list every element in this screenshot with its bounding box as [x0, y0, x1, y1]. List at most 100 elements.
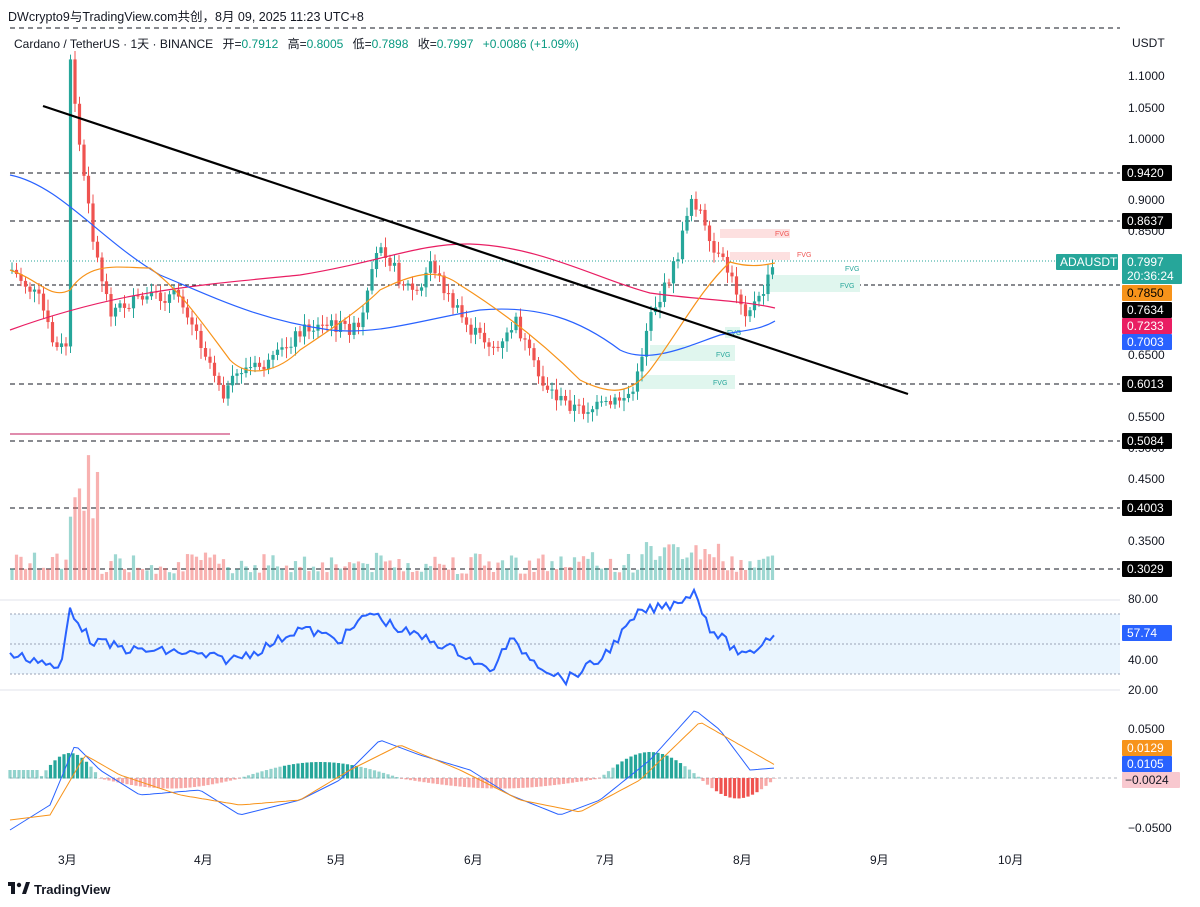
volume-bar	[95, 471, 100, 580]
chart-attribution: DWcrypto9与TradingView.com共创，8月 09, 2025 …	[8, 10, 364, 24]
macd-hist-bar	[755, 778, 759, 793]
candle	[478, 327, 482, 333]
volume-bar	[239, 560, 244, 580]
macd-hist-bar	[444, 778, 449, 786]
candle	[64, 343, 68, 347]
volume-bar	[685, 557, 689, 580]
volume-bar	[748, 561, 752, 580]
macd-hist-bar	[660, 753, 665, 779]
candle	[640, 356, 644, 372]
candle	[181, 296, 185, 308]
macd-hist-bar	[584, 778, 588, 781]
tag-bg	[1122, 561, 1172, 577]
fvg-label: FVG	[797, 252, 811, 259]
macd-hist-bar	[255, 772, 260, 779]
candle	[712, 241, 716, 253]
rsi-line[interactable]	[9, 587, 775, 687]
macd-hist-bar	[8, 770, 12, 779]
volume-bar	[662, 547, 667, 580]
volume-bar	[145, 570, 149, 580]
downtrend-line[interactable]	[42, 104, 909, 396]
volume-bar	[19, 556, 23, 580]
candle	[595, 401, 599, 410]
candle	[104, 281, 109, 295]
macd-hist-bar	[399, 778, 404, 779]
candle	[244, 367, 248, 374]
volume-bar	[203, 552, 208, 580]
tag-level-08637: 0.8637	[1127, 214, 1164, 228]
tag-bg	[1122, 500, 1172, 516]
macd-hist-bar	[615, 764, 620, 779]
volume-bar	[316, 571, 320, 580]
tag-bg	[1122, 433, 1172, 449]
time-axis[interactable]: 3月 4月 5月 6月 7月 8月 9月 10月	[58, 853, 1023, 867]
candle	[239, 373, 244, 375]
candle	[212, 362, 217, 376]
volume-bar	[32, 552, 37, 580]
macd-hist-bar	[26, 770, 30, 779]
volume-bar	[568, 567, 572, 580]
low-value: 0.7898	[371, 37, 409, 51]
price-axis[interactable]: 1.1000 1.0500 1.0000 0.9000 0.8500 0.650…	[1128, 69, 1172, 835]
volume-bar	[212, 554, 217, 580]
tag-bg	[1122, 302, 1172, 318]
macd-hist-bar	[44, 770, 48, 779]
price-tags[interactable]: 0.9420 0.8637 ADAUSDT 0.7997 20:36:24 0.…	[1056, 165, 1182, 788]
macd-hist-bar	[759, 778, 764, 790]
candle	[302, 324, 307, 337]
symbol-name[interactable]: Cardano / TetherUS · 1天 · BINANCE	[14, 37, 214, 51]
macd-hist-bar	[53, 760, 57, 779]
volume-bar	[469, 557, 473, 580]
macd-line[interactable]	[9, 710, 775, 831]
fvg-labels: FVG FVG FVG FVG FVG FVG FVG	[713, 231, 859, 387]
volume-bar	[77, 488, 82, 580]
volume-bar	[325, 572, 329, 580]
volume-bar	[329, 557, 334, 580]
macd-hist-bar	[692, 773, 696, 779]
candle	[226, 385, 230, 399]
macd-hist-bar	[462, 778, 467, 787]
macd-hist-bar	[723, 778, 728, 797]
volume-bar	[302, 556, 307, 580]
volume-bar	[433, 556, 437, 580]
change-value: +0.0086 (+1.09%)	[482, 37, 579, 51]
volume-bar	[451, 557, 455, 580]
volume-bar	[140, 568, 145, 580]
volume-bar	[275, 566, 280, 580]
candle	[118, 303, 122, 308]
volume-bar	[523, 573, 527, 580]
macd-hist-bar	[737, 778, 741, 799]
close-label: 收=	[417, 37, 437, 51]
tag-macd: 0.0129	[1127, 741, 1164, 755]
ma-blue-line[interactable]	[9, 174, 776, 356]
volume-bar	[347, 562, 352, 580]
volume-bar	[658, 556, 662, 580]
macd-hist-bar	[561, 778, 566, 784]
volume-bar	[320, 562, 325, 580]
tradingview-logo[interactable]: TradingView	[8, 882, 110, 897]
ema-orange-line[interactable]	[9, 261, 776, 391]
volume-bar	[257, 572, 262, 580]
level-lines[interactable]	[10, 27, 1120, 570]
volume-bar	[770, 555, 775, 580]
candle	[208, 356, 212, 363]
macd-hist-bar	[318, 762, 323, 779]
candle	[163, 301, 167, 303]
rsi-tick: 40.00	[1128, 653, 1158, 667]
price-candles[interactable]	[10, 50, 775, 423]
volume-bar	[617, 572, 622, 580]
macd-hist-bar	[332, 762, 336, 779]
macd-hist-bar	[390, 775, 395, 779]
macd-hist-bar	[408, 778, 413, 781]
candle	[298, 331, 302, 337]
macd-hist-bar	[359, 766, 363, 779]
volume-bar	[766, 556, 770, 580]
macd-hist-bar	[669, 757, 674, 779]
volume-bar	[415, 570, 419, 580]
candle	[550, 389, 554, 391]
macd-signal-line[interactable]	[9, 722, 775, 821]
macd-hist-bar	[21, 770, 26, 779]
candle	[41, 293, 46, 311]
volume-bar	[419, 571, 424, 580]
